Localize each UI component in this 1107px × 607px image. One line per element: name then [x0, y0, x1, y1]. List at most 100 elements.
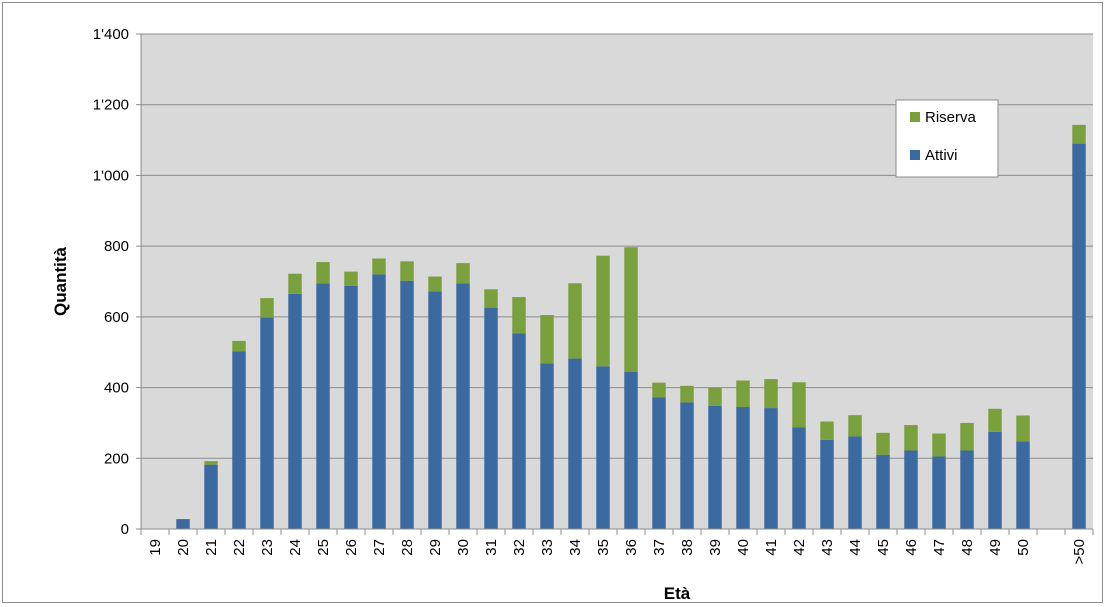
x-tick-label-26: 26 — [343, 539, 360, 556]
legend: Riserva Attivi — [895, 99, 999, 178]
x-tick-label-21: 21 — [203, 539, 220, 556]
bar-attivi-30 — [456, 283, 470, 529]
bar-attivi-25 — [316, 283, 330, 529]
bar-riserva-35 — [596, 255, 610, 367]
x-tick-label-36: 36 — [623, 539, 640, 556]
bar-riserva-22 — [232, 340, 246, 352]
x-tick-label-25: 25 — [315, 539, 332, 556]
bar-attivi-32 — [512, 333, 526, 529]
x-tick-label-47: 47 — [931, 539, 948, 556]
bar-attivi-24 — [288, 293, 302, 529]
bar-riserva-47 — [932, 433, 946, 457]
bar-attivi-26 — [344, 285, 358, 529]
y-axis-ticks: 0 200 400 600 800 1'000 1'200 1'400 — [93, 26, 141, 538]
bar-attivi-29 — [428, 291, 442, 529]
bar-riserva-44 — [848, 415, 862, 437]
bar-riserva-37 — [652, 382, 666, 398]
x-tick-label-48: 48 — [959, 539, 976, 556]
x-tick-label-19: 19 — [147, 539, 164, 556]
bar-riserva-41 — [764, 379, 778, 409]
x-tick-label-31: 31 — [483, 539, 500, 556]
y-tick-label-1400: 1'400 — [93, 26, 129, 43]
bar-attivi-34 — [568, 358, 582, 529]
bar-riserva-45 — [876, 432, 890, 455]
legend-label-riserva: Riserva — [925, 109, 977, 126]
y-tick-label-200: 200 — [104, 450, 129, 467]
x-tick-label-41: 41 — [763, 539, 780, 556]
bar-riserva-25 — [316, 262, 330, 284]
x-axis-ticks: 19 20 21 22 23 24 25 26 27 28 29 30 31 32 33 34 35 36 37 38… — [140, 529, 1094, 564]
x-tick-label-33: 33 — [539, 539, 556, 556]
bar-attivi-28 — [400, 280, 414, 529]
x-tick-label-46: 46 — [903, 539, 920, 556]
bar-attivi-39 — [708, 405, 722, 529]
bar-riserva-27 — [372, 258, 386, 275]
bar-riserva-29 — [428, 276, 442, 292]
bar-attivi-27 — [372, 274, 386, 529]
bar-riserva-28 — [400, 261, 414, 281]
bar-riserva-36 — [624, 247, 638, 372]
y-tick-label-1200: 1'200 — [93, 97, 129, 114]
y-tick-label-0: 0 — [121, 521, 129, 538]
legend-label-attivi: Attivi — [925, 147, 958, 164]
bar-attivi-48 — [960, 450, 974, 529]
y-tick-label-600: 600 — [104, 309, 129, 326]
legend-swatch-attivi — [910, 150, 920, 160]
x-tick-label-34: 34 — [567, 539, 584, 556]
bar-riserva-43 — [820, 421, 834, 440]
x-tick-label-30: 30 — [455, 539, 472, 556]
x-tick-label-38: 38 — [679, 539, 696, 556]
bar-attivi-35 — [596, 366, 610, 529]
y-tick-label-1000: 1'000 — [93, 167, 129, 184]
bar-attivi-31 — [484, 308, 498, 529]
bar-attivi-50 — [1072, 143, 1086, 529]
bar-attivi-41 — [764, 408, 778, 529]
x-tick-label-29: 29 — [427, 539, 444, 556]
bar-attivi-49 — [988, 431, 1002, 529]
bar-attivi-46 — [904, 450, 918, 529]
bar-riserva-49 — [988, 408, 1002, 432]
bar-attivi-50 — [1016, 441, 1030, 529]
x-tick-label-23: 23 — [259, 539, 276, 556]
x-tick-label-27: 27 — [371, 539, 388, 556]
y-tick-label-800: 800 — [104, 238, 129, 255]
x-tick-label-24: 24 — [287, 539, 304, 556]
bars — [176, 124, 1086, 529]
bar-riserva-48 — [960, 422, 974, 451]
bar-riserva-24 — [288, 273, 302, 294]
bar-riserva-30 — [456, 263, 470, 284]
bar-riserva-26 — [344, 271, 358, 286]
bar-riserva-34 — [568, 283, 582, 359]
bar-attivi-23 — [260, 317, 274, 529]
bar-riserva-31 — [484, 289, 498, 309]
x-tick-label-40: 40 — [735, 539, 752, 556]
bar-riserva-23 — [260, 298, 274, 318]
x-tick-label-43: 43 — [819, 539, 836, 556]
bar-attivi-42 — [792, 427, 806, 529]
x-tick-label-39: 39 — [707, 539, 724, 556]
bar-attivi-20 — [176, 519, 190, 529]
bar-attivi-38 — [680, 402, 694, 529]
x-tick-label-35: 35 — [595, 539, 612, 556]
x-tick-label-50: >50 — [1071, 539, 1088, 564]
bar-attivi-47 — [932, 456, 946, 529]
x-axis-title: Età — [664, 584, 691, 603]
x-tick-label-20: 20 — [175, 539, 192, 556]
y-axis-title: Quantità — [51, 246, 70, 315]
bar-riserva-46 — [904, 425, 918, 451]
bar-riserva-40 — [736, 380, 750, 408]
y-tick-label-400: 400 — [104, 380, 129, 397]
bar-attivi-43 — [820, 439, 834, 529]
bar-attivi-36 — [624, 371, 638, 529]
x-tick-label-44: 44 — [847, 539, 864, 556]
x-tick-label-45: 45 — [875, 539, 892, 556]
legend-swatch-riserva — [910, 112, 920, 122]
bar-attivi-21 — [204, 464, 218, 529]
bar-riserva-38 — [680, 385, 694, 403]
bar-attivi-40 — [736, 407, 750, 529]
x-tick-label-49: 49 — [987, 539, 1004, 556]
bar-attivi-33 — [540, 363, 554, 529]
x-tick-label-50: 50 — [1015, 539, 1032, 556]
x-tick-label-28: 28 — [399, 539, 416, 556]
